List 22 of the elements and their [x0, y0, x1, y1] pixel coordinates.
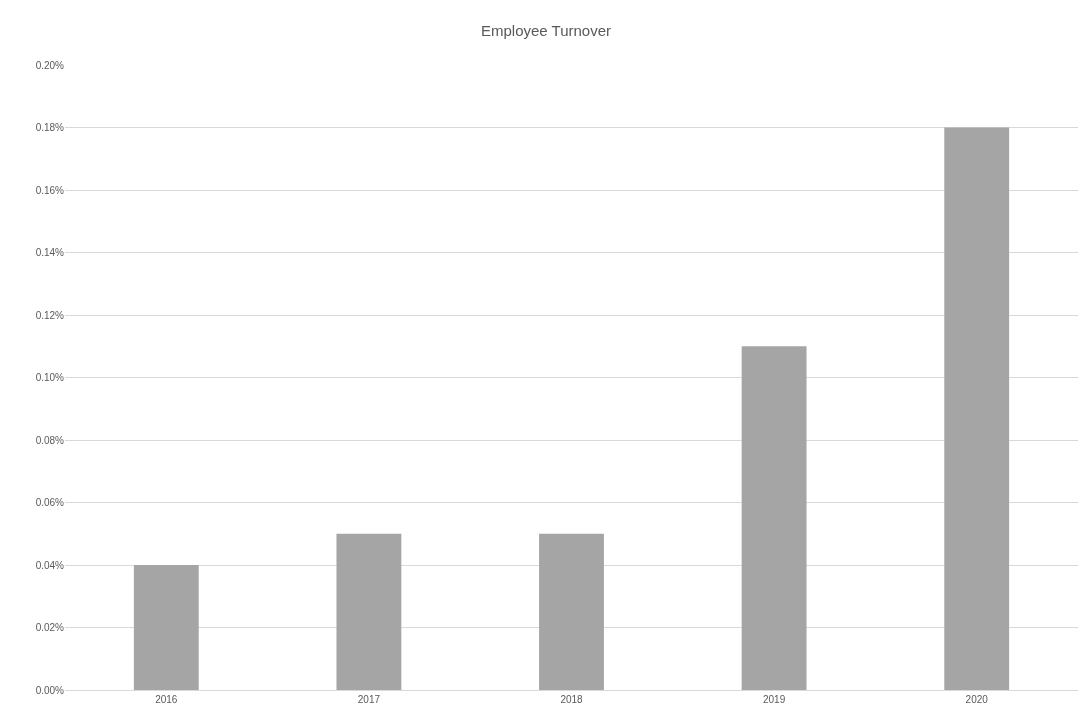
y-tick-label: 0.16% [35, 184, 65, 196]
x-tick-label: 2017 [357, 694, 381, 705]
bar [944, 127, 1010, 690]
y-tick-label: 0.14% [35, 247, 65, 258]
bar [133, 565, 199, 690]
bar [741, 346, 807, 690]
x-tick-label: 2019 [762, 694, 786, 705]
y-tick-label: 0.18% [35, 122, 65, 133]
y-tick-label: 0.02% [35, 622, 65, 633]
y-tick-label: 0.20% [35, 59, 65, 71]
y-tick-label: 0.10% [35, 372, 65, 383]
y-tick-label: 0.06% [35, 497, 65, 508]
x-tick-label: 2020 [965, 694, 989, 705]
y-tick-label: 0.08% [35, 434, 65, 446]
bar [336, 533, 402, 690]
chart-title: Employee Turnover [480, 21, 612, 39]
bar [539, 533, 604, 690]
y-tick-label: 0.12% [35, 309, 65, 321]
x-tick-label: 2018 [560, 694, 584, 705]
y-tick-label: 0.00% [35, 684, 65, 696]
x-tick-label: 2016 [155, 694, 178, 705]
y-tick-label: 0.04% [35, 559, 65, 571]
